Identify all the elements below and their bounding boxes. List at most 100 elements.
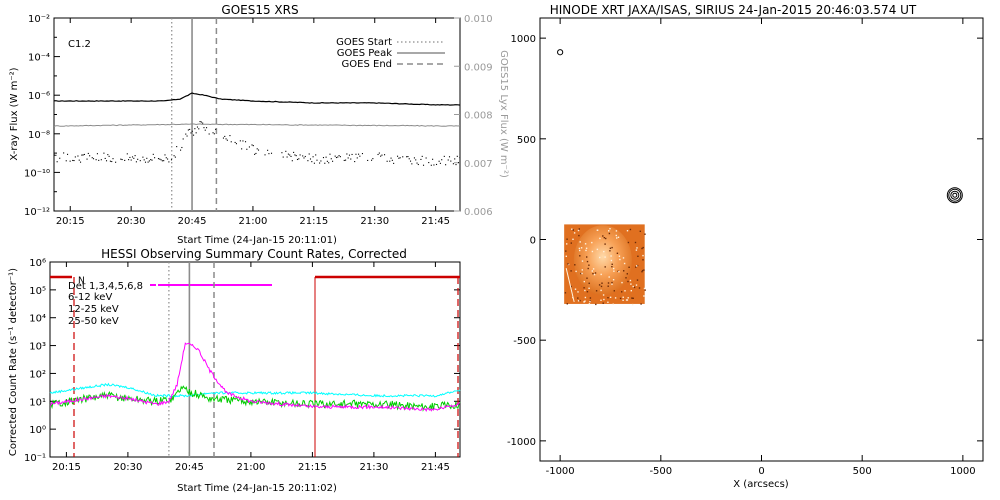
goes-series-2-point — [315, 154, 317, 156]
xrt-xtick-label: 500 — [853, 466, 872, 477]
xrt-image-speckle — [637, 255, 639, 257]
xrt-image-speckle — [644, 289, 646, 291]
xrt-image-speckle — [636, 264, 639, 267]
goes-series-2-point — [383, 154, 386, 156]
xrt-image-speckle — [611, 266, 613, 268]
xrt-image-speckle — [607, 301, 609, 303]
goes-series-2-point — [411, 163, 413, 165]
xrt-image-speckle — [617, 236, 620, 238]
goes-ytick-label: 10⁻¹⁰ — [24, 168, 50, 179]
hessi-legend-25-50: 25-50 keV — [68, 316, 119, 327]
goes-series-2-point — [335, 156, 338, 159]
xrt-image-speckle — [618, 255, 621, 257]
goes-series-2-point — [355, 153, 357, 155]
xrt-image-speckle — [600, 299, 602, 301]
goes-series-2-point — [356, 157, 358, 159]
goes-series-2-point — [59, 157, 61, 159]
goes-series-2-point — [389, 160, 391, 162]
xrt-image-speckle — [579, 241, 581, 243]
goes-series-1-line — [53, 123, 461, 127]
goes-series-2-point — [289, 154, 291, 156]
xrt-image-speckle — [583, 287, 585, 289]
xrt-image-speckle — [599, 256, 601, 259]
xrt-image-speckle — [629, 279, 632, 282]
goes-series-2-point — [83, 153, 85, 156]
goes-series-2-point — [390, 157, 392, 159]
goes-series-2-point — [346, 153, 348, 155]
goes-series-2-point — [270, 152, 273, 154]
xrt-image-speckle — [581, 260, 584, 262]
goes-series-2-point — [135, 161, 137, 163]
goes-xtick-label: 20:45 — [178, 216, 207, 227]
goes-series-2-point — [354, 161, 356, 163]
goes-series-2-point — [345, 159, 347, 161]
hessi-legend: Det 1,3,4,5,6,8 6-12 keV 12-25 keV 25-50… — [68, 281, 143, 327]
xrt-image-speckle — [629, 228, 632, 231]
xrt-image-speckle — [588, 303, 591, 305]
xrt-image-speckle — [577, 297, 579, 299]
xrt-image-speckle — [622, 299, 624, 301]
xrt-panel: HINODE XRT JAXA/ISAS, SIRIUS 24-Jan-2015… — [507, 3, 984, 490]
goes-series-2-point — [105, 160, 108, 162]
xrt-image-speckle — [630, 283, 632, 285]
goes-series-2-point — [393, 162, 395, 164]
goes-ytick-label: 10⁻¹² — [24, 207, 50, 218]
goes-series-2-point — [282, 156, 284, 158]
goes-series-2-point — [226, 139, 228, 141]
goes-series-2-point — [239, 140, 241, 142]
goes-series-2-point — [95, 159, 97, 161]
xrt-image-speckle — [577, 229, 580, 232]
xrt-image-speckle — [608, 232, 611, 235]
xrt-image-speckle — [635, 284, 638, 286]
goes-series-2-point — [77, 155, 79, 157]
xrt-xtick-label: 0 — [758, 466, 764, 477]
goes-series-2-point — [330, 158, 332, 160]
goes-series-2-point — [181, 146, 183, 149]
goes-series-2-point — [420, 158, 422, 160]
goes-series-2-point — [91, 157, 93, 159]
goes-series-2-point — [339, 156, 341, 158]
xrt-image-speckle — [639, 230, 641, 232]
goes-xtick-label: 20:15 — [56, 216, 85, 227]
xrt-image-speckle — [581, 269, 583, 271]
goes-series-2-point — [459, 157, 461, 159]
goes-series-2-point — [111, 160, 113, 163]
goes-series-2-point — [324, 162, 326, 164]
goes-series-2-point — [103, 152, 105, 154]
xrt-image-speckle — [580, 272, 582, 275]
goes-series-2-point — [396, 155, 399, 157]
goes-series-2-point — [264, 154, 266, 156]
goes-series-2-point — [65, 160, 67, 162]
goes-series-2-point — [455, 164, 457, 166]
goes-series-2-point — [416, 162, 418, 164]
goes-series-2-point — [407, 156, 409, 158]
xrt-image-speckle — [591, 241, 593, 244]
goes-series-2-point — [79, 161, 82, 163]
xrt-image-speckle — [626, 273, 628, 275]
xrt-image-speckle — [608, 276, 610, 278]
xrt-image-speckle — [570, 270, 572, 272]
goes-series-2-point — [415, 159, 417, 161]
goes-series-2-point — [174, 156, 176, 158]
goes-series-2-point — [115, 161, 117, 163]
xrt-image-speckle — [565, 255, 567, 257]
goes-series-2-point — [131, 156, 134, 158]
goes-series-2-point — [86, 158, 88, 160]
xrt-image-speckle — [586, 277, 588, 279]
goes-series-2-point — [304, 155, 306, 158]
xrt-image-speckle — [641, 247, 643, 250]
goes-series-2-point — [164, 154, 166, 156]
goes-series-2-point — [268, 153, 270, 155]
xrt-image-speckle — [578, 228, 580, 230]
goes-series-2-point — [195, 132, 197, 134]
xrt-image-speckle — [627, 280, 629, 283]
xrt-image-speckle — [615, 234, 617, 237]
goes-series-2-point — [402, 156, 404, 158]
xrt-image-speckle — [618, 271, 620, 273]
xrt-image-speckle — [615, 230, 618, 232]
xrt-image-speckle — [591, 250, 594, 253]
xrt-image-speckle — [604, 266, 606, 268]
goes-ytick-label: 10⁻⁸ — [28, 130, 50, 141]
xrt-image-speckle — [638, 287, 641, 289]
xrt-image-speckle — [632, 285, 634, 288]
